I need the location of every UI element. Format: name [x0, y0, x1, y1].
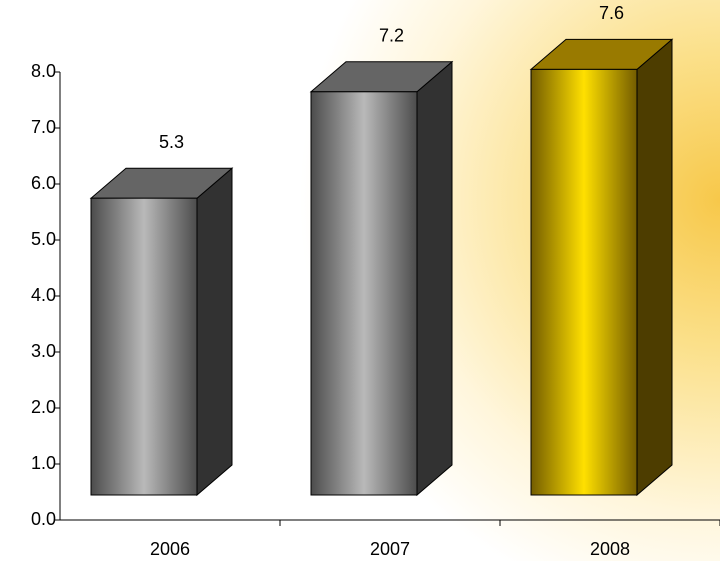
bar-front [530, 68, 638, 496]
y-tick-label: 6.0 [31, 173, 56, 193]
bar [89, 167, 234, 497]
y-tick-label: 0.0 [31, 509, 56, 529]
bar-front [90, 197, 198, 496]
y-tick-label: 3.0 [31, 341, 56, 361]
bar [529, 38, 674, 497]
value-label: 7.6 [599, 3, 624, 23]
bar [309, 60, 454, 497]
y-tick-label: 2.0 [31, 397, 56, 417]
x-tick-label: 2008 [590, 539, 630, 559]
x-tick-label: 2007 [370, 539, 410, 559]
value-label: 5.3 [159, 132, 184, 152]
y-tick-label: 1.0 [31, 453, 56, 473]
bar-side [636, 38, 673, 497]
bar-side [416, 60, 453, 497]
bar-side [196, 167, 233, 497]
y-tick-label: 8.0 [31, 61, 56, 81]
bar-front [310, 91, 418, 496]
y-tick-label: 4.0 [31, 285, 56, 305]
x-tick-label: 2006 [150, 539, 190, 559]
y-tick-label: 7.0 [31, 117, 56, 137]
value-label: 7.2 [379, 26, 404, 46]
y-tick-label: 5.0 [31, 229, 56, 249]
